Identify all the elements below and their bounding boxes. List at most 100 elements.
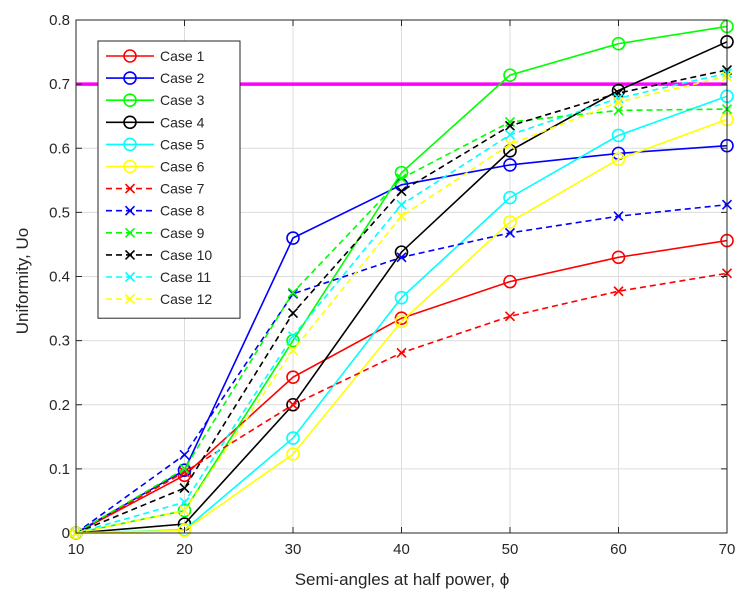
y-tick-label: 0.1 bbox=[49, 461, 70, 478]
legend-marker bbox=[124, 294, 136, 305]
legend-marker bbox=[123, 159, 137, 174]
legend-item: Case 6 bbox=[106, 159, 205, 175]
y-tick-label: 0.4 bbox=[49, 269, 70, 286]
legend-marker bbox=[124, 249, 136, 260]
legend-marker bbox=[123, 115, 137, 130]
legend-item: Case 1 bbox=[106, 48, 205, 64]
data-point bbox=[504, 116, 516, 128]
data-point bbox=[613, 93, 624, 104]
x-tick-label: 60 bbox=[610, 541, 627, 558]
data-point bbox=[503, 274, 517, 289]
y-tick-label: 0.2 bbox=[49, 397, 70, 414]
data-point bbox=[287, 307, 299, 319]
y-tick-label: 0 bbox=[62, 525, 70, 542]
legend-marker bbox=[123, 93, 137, 107]
x-tick-label: 50 bbox=[502, 541, 519, 558]
data-point bbox=[396, 211, 407, 222]
legend-item: Case 2 bbox=[106, 70, 205, 86]
data-point bbox=[613, 105, 624, 116]
legend-marker bbox=[123, 71, 137, 85]
legend-label: Case 1 bbox=[160, 48, 205, 64]
legend-marker bbox=[124, 227, 136, 238]
data-point bbox=[504, 139, 516, 150]
x-axis-label: Semi-angles at half power, ϕ bbox=[295, 570, 510, 589]
data-point bbox=[179, 505, 190, 516]
data-point bbox=[394, 290, 409, 305]
data-point bbox=[613, 97, 624, 108]
legend-item: Case 3 bbox=[106, 92, 205, 108]
y-tick-label: 0.3 bbox=[49, 333, 70, 350]
y-tick-label: 0.7 bbox=[49, 76, 70, 93]
legend-marker bbox=[123, 49, 137, 63]
data-point bbox=[287, 399, 299, 410]
data-point bbox=[504, 311, 516, 322]
legend-label: Case 9 bbox=[160, 225, 205, 241]
legend-item: Case 5 bbox=[106, 136, 205, 152]
y-tick-label: 0.8 bbox=[49, 12, 70, 29]
legend-item: Case 11 bbox=[106, 269, 211, 285]
legend-marker bbox=[124, 183, 136, 194]
data-point bbox=[611, 152, 626, 166]
data-point bbox=[611, 83, 626, 98]
data-point bbox=[179, 483, 190, 494]
data-point bbox=[286, 231, 300, 245]
data-point bbox=[611, 250, 626, 265]
data-point bbox=[286, 447, 300, 461]
data-point bbox=[287, 345, 299, 356]
legend-label: Case 2 bbox=[160, 70, 205, 86]
data-point bbox=[179, 449, 190, 460]
data-point bbox=[286, 370, 300, 384]
legend-marker bbox=[124, 271, 136, 283]
x-tick-label: 30 bbox=[285, 541, 302, 558]
legend-label: Case 12 bbox=[160, 291, 212, 307]
legend: Case 1 Case 2 Case 3 Case 4 Case 5 Case 6 Case… bbox=[97, 40, 241, 319]
legend-label: Case 8 bbox=[160, 203, 205, 219]
data-point bbox=[394, 314, 409, 329]
data-point bbox=[504, 129, 516, 140]
legend-item: Case 8 bbox=[106, 203, 205, 219]
data-point bbox=[396, 347, 407, 358]
data-point bbox=[177, 503, 192, 518]
data-point bbox=[396, 186, 407, 197]
data-point bbox=[179, 497, 190, 508]
data-point bbox=[613, 211, 624, 222]
legend-marker bbox=[124, 205, 136, 216]
legend-label: Case 4 bbox=[160, 114, 205, 130]
data-point bbox=[286, 431, 300, 445]
data-point bbox=[179, 463, 190, 474]
legend-item: Case 7 bbox=[106, 181, 205, 197]
data-point bbox=[396, 252, 407, 263]
data-point bbox=[504, 120, 516, 131]
x-tick-label: 20 bbox=[176, 541, 193, 558]
data-point bbox=[611, 128, 626, 143]
x-tick-label: 40 bbox=[393, 541, 410, 558]
data-point bbox=[394, 311, 409, 325]
data-point bbox=[503, 68, 517, 82]
legend-label: Case 3 bbox=[160, 92, 205, 108]
data-point bbox=[503, 158, 517, 172]
data-point bbox=[503, 190, 517, 205]
legend-item: Case 10 bbox=[106, 247, 212, 263]
legend-marker bbox=[123, 137, 137, 152]
data-point bbox=[177, 463, 192, 477]
legend-item: Case 9 bbox=[106, 225, 205, 241]
legend-label: Case 5 bbox=[160, 136, 205, 152]
data-point bbox=[179, 467, 190, 478]
data-point bbox=[287, 331, 299, 342]
data-point bbox=[286, 397, 300, 412]
legend-label: Case 11 bbox=[160, 269, 211, 285]
data-point bbox=[613, 286, 624, 297]
legend-item: Case 12 bbox=[106, 291, 212, 307]
legend-item: Case 4 bbox=[106, 114, 205, 130]
x-tick-label: 70 bbox=[719, 541, 736, 558]
x-tick-label: 10 bbox=[68, 541, 85, 558]
data-point bbox=[503, 215, 517, 229]
legend-label: Case 7 bbox=[160, 181, 205, 197]
series-line bbox=[75, 239, 728, 534]
legend-label: Case 10 bbox=[160, 247, 212, 263]
data-point bbox=[177, 523, 192, 538]
data-point bbox=[611, 36, 626, 51]
y-axis-label: Uniformity, Uo bbox=[13, 228, 32, 334]
y-tick-label: 0.6 bbox=[49, 140, 70, 157]
